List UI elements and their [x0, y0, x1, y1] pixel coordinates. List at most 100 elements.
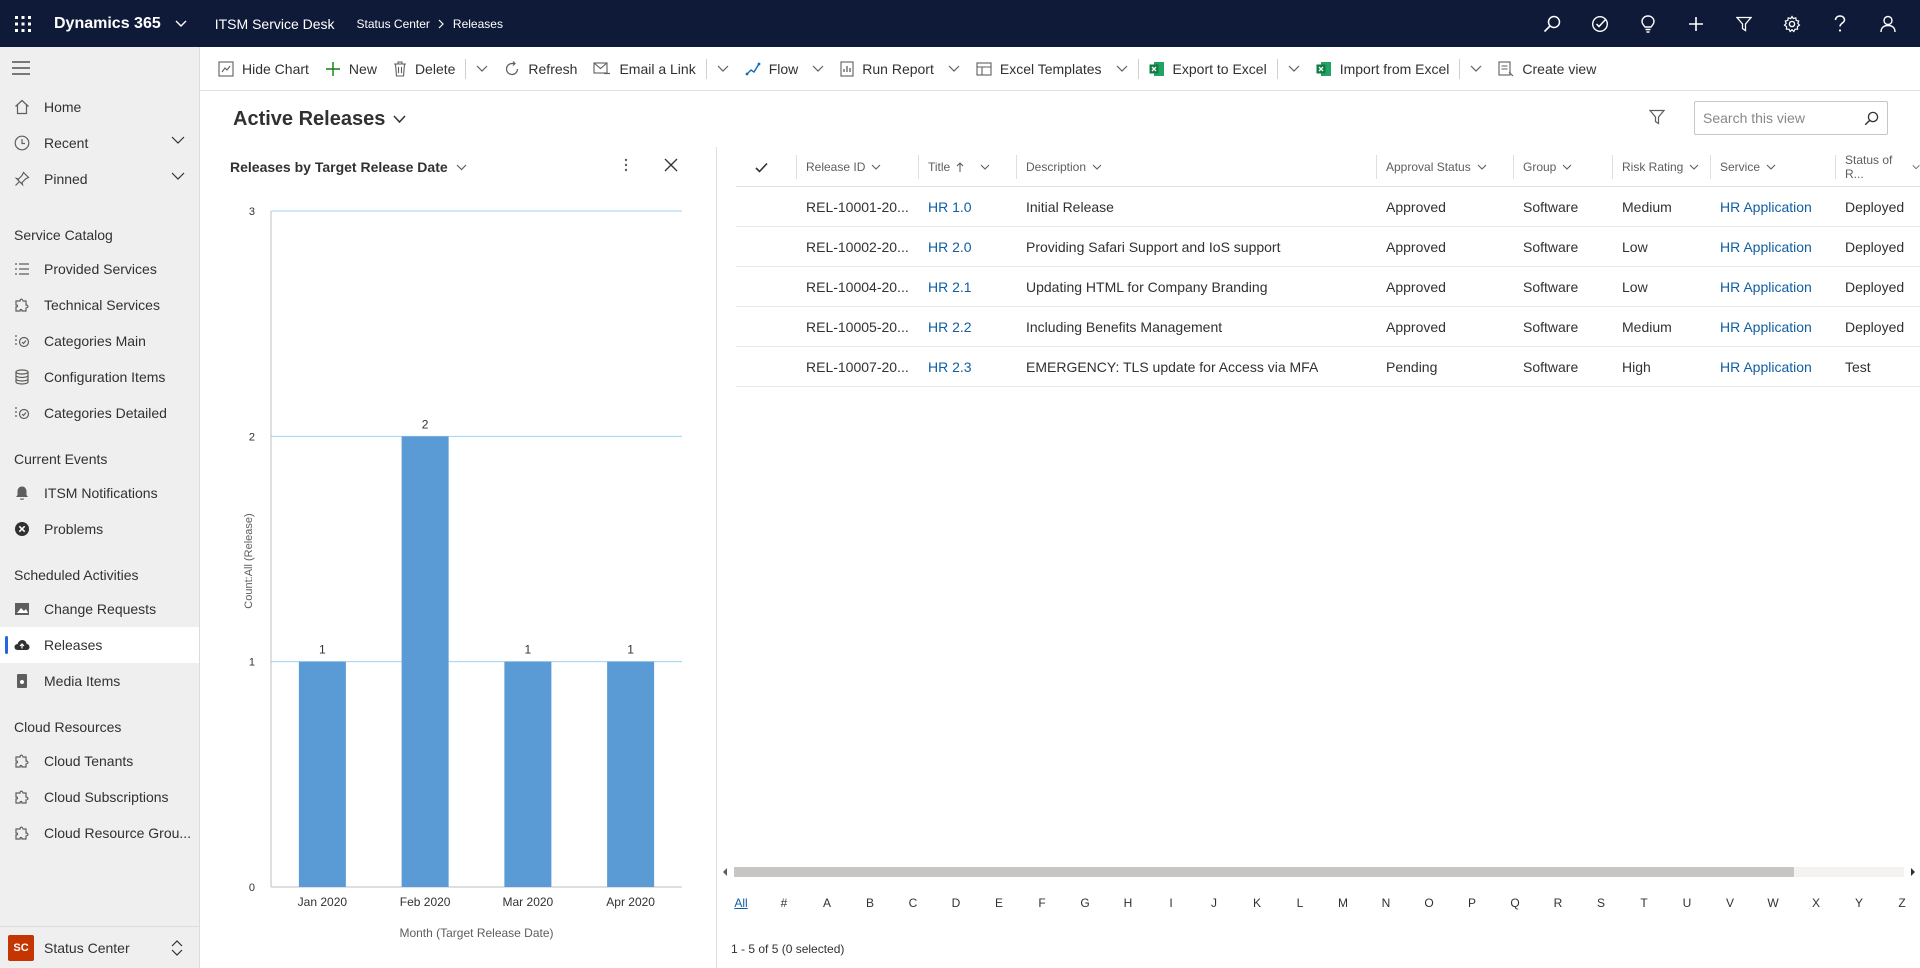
filter-icon[interactable]	[1720, 0, 1768, 47]
email-link-chevron[interactable]	[709, 53, 737, 85]
cell-title-link[interactable]: HR 2.1	[928, 279, 972, 295]
alpha-filter-u[interactable]: U	[1682, 896, 1692, 910]
person-icon[interactable]	[1864, 0, 1912, 47]
alpha-filter-r[interactable]: R	[1553, 896, 1563, 910]
filter-icon[interactable]	[1648, 109, 1666, 128]
export-to-excel-button[interactable]: Export to Excel	[1141, 53, 1275, 85]
lightbulb-icon[interactable]	[1624, 0, 1672, 47]
sidebar-item-technical-services[interactable]: Technical Services	[0, 287, 199, 323]
run-report-button[interactable]: Run Report	[832, 53, 968, 85]
breadcrumb-entity[interactable]: Releases	[452, 16, 503, 31]
sidebar-item-cloud-subscriptions[interactable]: Cloud Subscriptions	[0, 779, 199, 815]
alpha-filter-y[interactable]: Y	[1854, 896, 1863, 910]
alpha-filter-l[interactable]: L	[1296, 896, 1304, 910]
sidebar-item-itsm-notifications[interactable]: ITSM Notifications	[0, 475, 199, 511]
chart-bar[interactable]	[607, 661, 655, 887]
sidebar-item-configuration-items[interactable]: Configuration Items	[0, 359, 199, 395]
cell-title-link[interactable]: HR 2.2	[928, 319, 972, 335]
alpha-filter-x[interactable]: X	[1811, 896, 1820, 910]
sidebar-item-pinned[interactable]: Pinned	[0, 161, 199, 197]
sidebar-item-cloud-tenants[interactable]: Cloud Tenants	[0, 743, 199, 779]
delete-button[interactable]: Delete	[385, 53, 463, 85]
close-icon[interactable]	[664, 158, 678, 175]
column-header-title[interactable]: Title	[920, 147, 990, 187]
breadcrumb-area[interactable]: Status Center	[356, 16, 430, 31]
alpha-filter-b[interactable]: B	[865, 896, 874, 910]
select-all-checkbox[interactable]	[736, 147, 786, 187]
plus-icon[interactable]	[1672, 0, 1720, 47]
flow-button[interactable]: Flow	[737, 53, 833, 85]
alpha-filter-m[interactable]: M	[1338, 896, 1348, 910]
sidebar-item-releases[interactable]: Releases	[0, 627, 199, 663]
search-input[interactable]	[1703, 110, 1853, 126]
alpha-filter-c[interactable]: C	[908, 896, 918, 910]
column-header-description[interactable]: Description	[1018, 147, 1102, 187]
horizontal-scrollbar[interactable]	[718, 863, 1920, 879]
chart-bar[interactable]	[401, 436, 449, 887]
alpha-filter-q[interactable]: Q	[1510, 896, 1520, 910]
app-launcher-icon[interactable]	[0, 0, 46, 47]
chart-bar[interactable]	[298, 661, 346, 887]
table-row[interactable]: REL-10002-20... HR 2.0 Providing Safari …	[736, 227, 1920, 267]
column-header-group[interactable]: Group	[1515, 147, 1572, 187]
scroll-left-icon[interactable]	[722, 867, 728, 877]
chevron-down-icon[interactable]	[171, 135, 185, 145]
column-header-service[interactable]: Service	[1712, 147, 1776, 187]
sidebar-item-change-requests[interactable]: Change Requests	[0, 591, 199, 627]
alpha-filter-a[interactable]: A	[822, 896, 831, 910]
app-name[interactable]: ITSM Service Desk	[214, 15, 335, 32]
cell-service-link[interactable]: HR Application	[1720, 199, 1812, 215]
alpha-filter-s[interactable]: S	[1596, 896, 1605, 910]
chevron-down-icon[interactable]	[171, 171, 185, 181]
cell-title-link[interactable]: HR 2.3	[928, 359, 972, 375]
alpha-filter-number[interactable]: #	[780, 896, 788, 910]
alpha-filter-i[interactable]: I	[1169, 896, 1173, 910]
alpha-filter-h[interactable]: H	[1123, 896, 1133, 910]
import-excel-chevron[interactable]	[1462, 53, 1490, 85]
column-header-status[interactable]: Status of R...	[1837, 147, 1920, 187]
column-header-approval-status[interactable]: Approval Status	[1378, 147, 1487, 187]
hide-chart-button[interactable]: Hide Chart	[210, 53, 317, 85]
cell-service-link[interactable]: HR Application	[1720, 279, 1812, 295]
table-row[interactable]: REL-10005-20... HR 2.2 Including Benefit…	[736, 307, 1920, 347]
more-commands-chevron[interactable]	[468, 53, 496, 85]
alpha-filter-g[interactable]: G	[1080, 896, 1090, 910]
refresh-button[interactable]: Refresh	[496, 53, 585, 85]
column-header-release-id[interactable]: Release ID	[798, 147, 881, 187]
import-from-excel-button[interactable]: Import from Excel	[1308, 53, 1458, 85]
alpha-filter-n[interactable]: N	[1381, 896, 1391, 910]
more-options-icon[interactable]	[624, 157, 628, 176]
brand-switcher[interactable]: Dynamics 365	[54, 15, 187, 33]
chart-selector[interactable]: Releases by Target Release Date	[200, 147, 716, 187]
alpha-filter-e[interactable]: E	[994, 896, 1003, 910]
alpha-filter-w[interactable]: W	[1767, 896, 1779, 910]
table-row[interactable]: REL-10001-20... HR 1.0 Initial Release A…	[736, 187, 1920, 227]
sidebar-item-categories-main[interactable]: Categories Main	[0, 323, 199, 359]
task-icon[interactable]	[1576, 0, 1624, 47]
new-button[interactable]: New	[317, 53, 385, 85]
scroll-right-icon[interactable]	[1910, 867, 1916, 877]
table-row[interactable]: REL-10004-20... HR 2.1 Updating HTML for…	[736, 267, 1920, 307]
excel-templates-button[interactable]: Excel Templates	[968, 53, 1136, 85]
chart-bar[interactable]	[504, 661, 552, 887]
cell-title-link[interactable]: HR 2.0	[928, 239, 972, 255]
sidebar-item-provided-services[interactable]: Provided Services	[0, 251, 199, 287]
alpha-filter-v[interactable]: V	[1725, 896, 1734, 910]
hamburger-menu-icon[interactable]	[0, 47, 199, 89]
cell-service-link[interactable]: HR Application	[1720, 319, 1812, 335]
scrollbar-thumb[interactable]	[734, 867, 1794, 877]
alpha-filter-t[interactable]: T	[1640, 896, 1648, 910]
alpha-filter-o[interactable]: O	[1424, 896, 1434, 910]
export-excel-chevron[interactable]	[1280, 53, 1308, 85]
sidebar-item-cloud-resource-groups[interactable]: Cloud Resource Grou...	[0, 815, 199, 851]
view-selector[interactable]: Active Releases	[233, 108, 406, 131]
search-icon[interactable]	[1864, 111, 1879, 126]
email-link-button[interactable]: Email a Link	[585, 53, 703, 85]
cell-service-link[interactable]: HR Application	[1720, 359, 1812, 375]
gear-icon[interactable]	[1768, 0, 1816, 47]
help-icon[interactable]	[1816, 0, 1864, 47]
search-icon[interactable]	[1528, 0, 1576, 47]
alpha-filter-p[interactable]: P	[1467, 896, 1476, 910]
area-switcher[interactable]: SC Status Center	[0, 926, 199, 968]
alpha-filter-z[interactable]: Z	[1898, 896, 1906, 910]
